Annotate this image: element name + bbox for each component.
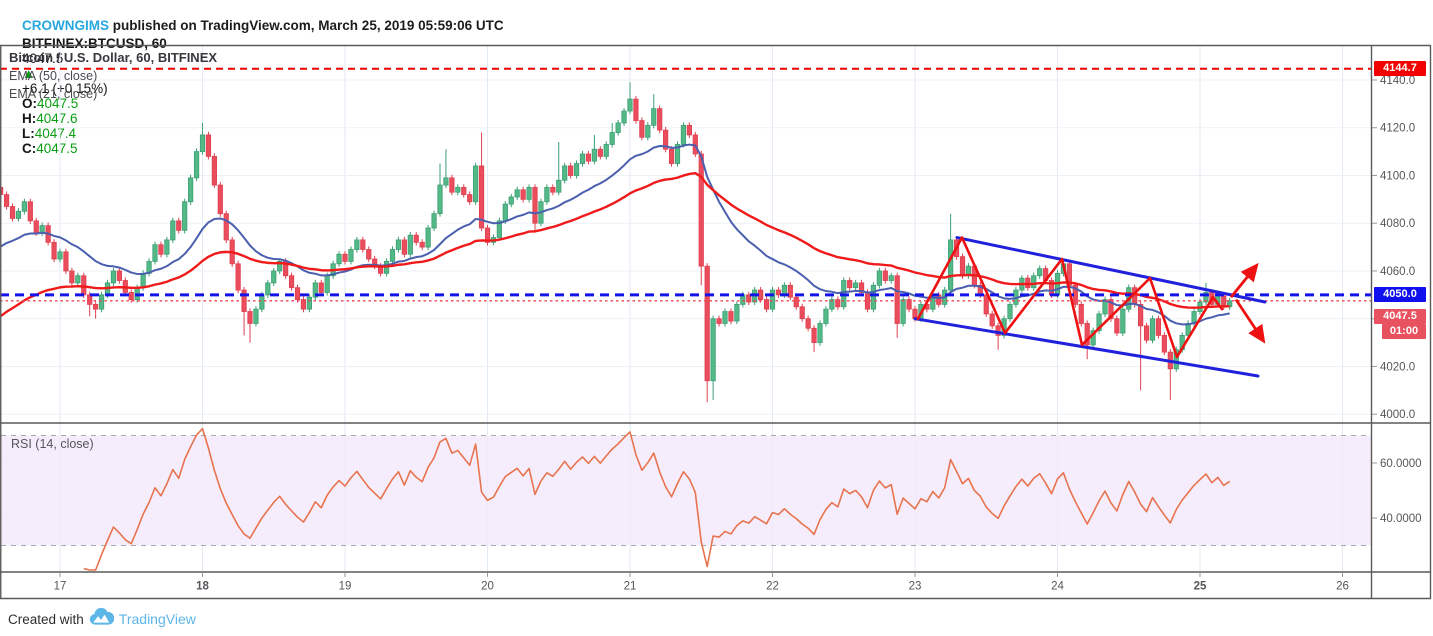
price-tick-label: 4100.0 — [1380, 170, 1415, 182]
rsi-tick-label: 40.0000 — [1380, 513, 1422, 525]
candles — [0, 82, 1233, 403]
symbol-name: BITFINEX:BTCUSD, 60 — [22, 36, 167, 51]
ema-lines — [0, 143, 1230, 326]
last-price: 4047.5 — [22, 51, 64, 66]
price-tick-label: 4060.0 — [1380, 266, 1415, 278]
price-tick-label: 4140.0 — [1380, 75, 1415, 87]
time-tick-label: 20 — [481, 581, 494, 593]
time-tick-label: 22 — [766, 581, 779, 593]
chart-frame-borders — [0, 44, 1432, 600]
high-value: 4047.6 — [36, 111, 78, 126]
tradingview-brand-link[interactable]: TradingView — [118, 611, 196, 627]
rsi-line — [83, 427, 1231, 571]
time-tick-label: 19 — [339, 581, 352, 593]
trend-drawings — [913, 236, 1267, 378]
level-lines — [0, 67, 1371, 302]
rsi-legend: RSI (14, close) — [11, 437, 94, 451]
price-badge: 4050.0 — [1374, 287, 1426, 303]
publisher-name[interactable]: CROWNGIMS — [22, 18, 110, 33]
close-label: C: — [22, 141, 37, 156]
open-value: 4047.5 — [37, 96, 79, 111]
rsi-tick-label: 60.0000 — [1380, 458, 1422, 470]
ema21-legend: EMA (21, close) — [9, 87, 98, 101]
close-value: 4047.5 — [36, 141, 78, 156]
tradingview-logo-icon — [89, 607, 115, 631]
created-with-text: Created with — [8, 611, 84, 627]
high-label: H: — [22, 111, 37, 126]
time-tick-label: 24 — [1051, 581, 1064, 593]
time-tick-label: 25 — [1194, 581, 1207, 593]
price-tick-label: 4120.0 — [1380, 123, 1415, 135]
price-change: +6.1 (+0.15%) — [22, 81, 108, 96]
low-label: L: — [22, 126, 35, 141]
time-tick-label: 18 — [196, 581, 209, 593]
price-badge: 4047.5 — [1374, 308, 1426, 324]
time-tick-label: 21 — [624, 581, 637, 593]
price-badge: 4144.7 — [1374, 61, 1426, 77]
rsi-band — [1, 435, 1371, 546]
symbol-ohlc-line: BITFINEX:BTCUSD, 60 4047.5 ▲ +6.1 (+0.15… — [7, 21, 171, 171]
price-tick-label: 4000.0 — [1380, 409, 1415, 421]
publish-line: CROWNGIMS published on TradingView.com, … — [7, 3, 504, 48]
publish-info: published on TradingView.com, March 25, … — [109, 18, 504, 33]
price-tick-label: 4080.0 — [1380, 218, 1415, 230]
time-tick-label: 23 — [909, 581, 922, 593]
footer-credit: Created with TradingView — [8, 607, 196, 631]
price-badge: 01:00 — [1382, 324, 1426, 340]
axis-labels: 4140.04120.04100.04080.04060.04040.04020… — [54, 75, 1422, 593]
time-tick-label: 17 — [54, 581, 67, 593]
chart-title: Bitcoin / U.S. Dollar, 60, BITFINEX — [9, 50, 218, 65]
price-tick-label: 4020.0 — [1380, 361, 1415, 373]
ema50-legend: EMA (50, close) — [9, 69, 98, 83]
low-value: 4047.4 — [34, 126, 77, 141]
open-label: O: — [22, 96, 38, 111]
time-tick-label: 26 — [1336, 581, 1349, 593]
